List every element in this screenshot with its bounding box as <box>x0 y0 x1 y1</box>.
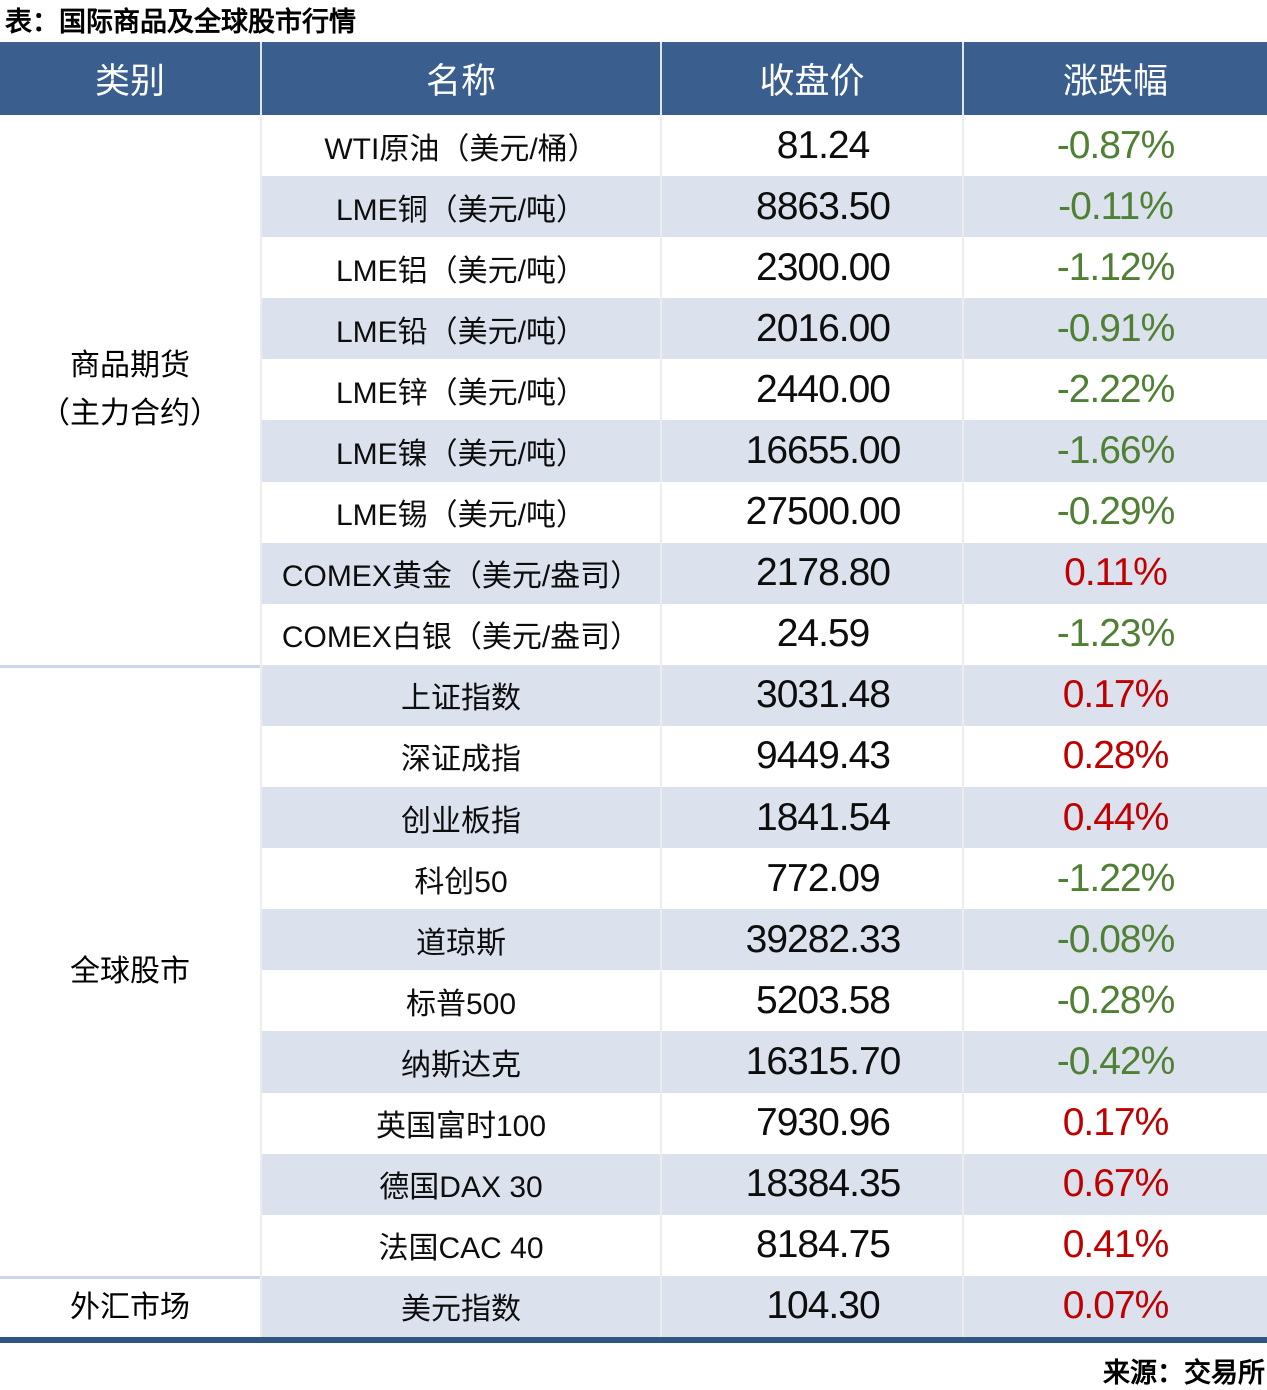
change-percent-cell: -1.12% <box>962 237 1267 299</box>
category-cell: 外汇市场 <box>0 1275 260 1337</box>
close-price-cell: 24.59 <box>660 603 962 665</box>
close-price-cell: 18384.35 <box>660 1153 962 1215</box>
change-percent-cell: -1.22% <box>962 848 1267 910</box>
name-cell: 创业板指 <box>260 787 660 849</box>
name-cell: LME铝（美元/吨） <box>260 237 660 299</box>
change-percent-cell: 0.44% <box>962 787 1267 849</box>
change-percent-cell: 0.28% <box>962 725 1267 788</box>
name-cell: 美元指数 <box>260 1275 660 1337</box>
close-price-cell: 5203.58 <box>660 970 962 1032</box>
col-header-name: 名称 <box>260 42 660 115</box>
close-price-cell: 16315.70 <box>660 1031 962 1093</box>
category-cell: 全球股市 <box>0 664 260 1276</box>
close-price-cell: 39282.33 <box>660 909 962 971</box>
name-cell: 德国DAX 30 <box>260 1153 660 1215</box>
name-cell: WTI原油（美元/桶） <box>260 115 660 177</box>
close-price-cell: 104.30 <box>660 1275 962 1337</box>
close-price-cell: 27500.00 <box>660 481 962 543</box>
change-percent-cell: -0.42% <box>962 1031 1267 1093</box>
close-price-cell: 1841.54 <box>660 787 962 849</box>
name-cell: COMEX黄金（美元/盎司） <box>260 542 660 604</box>
change-percent-cell: -0.08% <box>962 909 1267 971</box>
change-percent-cell: -1.23% <box>962 603 1267 665</box>
col-header-change: 涨跌幅 <box>962 42 1267 115</box>
change-percent-cell: -0.28% <box>962 970 1267 1032</box>
change-percent-cell: -0.29% <box>962 481 1267 543</box>
close-price-cell: 2300.00 <box>660 237 962 299</box>
category-label-line: 外汇市场 <box>70 1290 190 1324</box>
name-cell: LME镍（美元/吨） <box>260 420 660 482</box>
name-cell: 法国CAC 40 <box>260 1214 660 1276</box>
close-price-cell: 16655.00 <box>660 420 962 482</box>
change-percent-cell: 0.41% <box>962 1214 1267 1276</box>
name-cell: 英国富时100 <box>260 1092 660 1154</box>
name-cell: LME锡（美元/吨） <box>260 481 660 543</box>
close-price-cell: 8863.50 <box>660 176 962 238</box>
name-cell: COMEX白银（美元/盎司） <box>260 603 660 665</box>
col-header-category: 类别 <box>0 42 260 115</box>
change-percent-cell: 0.67% <box>962 1153 1267 1215</box>
close-price-cell: 81.24 <box>660 115 962 177</box>
name-cell: LME锌（美元/吨） <box>260 359 660 421</box>
change-percent-cell: 0.11% <box>962 542 1267 604</box>
change-percent-cell: -0.87% <box>962 115 1267 177</box>
name-cell: 上证指数 <box>260 664 660 726</box>
change-percent-cell: -2.22% <box>962 359 1267 421</box>
page-title: 表：国际商品及全球股市行情 <box>5 7 356 37</box>
category-label-line: 商品期货 <box>70 348 190 382</box>
name-cell: 科创50 <box>260 848 660 910</box>
close-price-cell: 2016.00 <box>660 298 962 360</box>
name-cell: 道琼斯 <box>260 909 660 971</box>
name-cell: LME铜（美元/吨） <box>260 176 660 238</box>
close-price-cell: 8184.75 <box>660 1214 962 1276</box>
close-price-cell: 772.09 <box>660 848 962 910</box>
close-price-cell: 7930.96 <box>660 1092 962 1154</box>
change-percent-cell: 0.17% <box>962 664 1267 726</box>
category-label-line: 全球股市 <box>70 954 190 988</box>
name-cell: LME铅（美元/吨） <box>260 298 660 360</box>
name-cell: 深证成指 <box>260 725 660 788</box>
market-table: 类别 名称 收盘价 涨跌幅商品期货 （主力合约） WTI原油（美元/桶） 81.24 -0.8… <box>0 42 1267 1343</box>
category-cell: 商品期货 （主力合约） <box>0 115 260 665</box>
close-price-cell: 2178.80 <box>660 542 962 604</box>
name-cell: 标普500 <box>260 970 660 1032</box>
change-percent-cell: -0.91% <box>962 298 1267 360</box>
close-price-cell: 9449.43 <box>660 725 962 788</box>
change-percent-cell: -0.11% <box>962 176 1267 238</box>
category-label-line: （主力合约） <box>40 396 220 430</box>
change-percent-cell: 0.07% <box>962 1275 1267 1337</box>
close-price-cell: 3031.48 <box>660 664 962 726</box>
change-percent-cell: 0.17% <box>962 1092 1267 1154</box>
name-cell: 纳斯达克 <box>260 1031 660 1093</box>
col-header-close: 收盘价 <box>660 42 962 115</box>
close-price-cell: 2440.00 <box>660 359 962 421</box>
change-percent-cell: -1.66% <box>962 420 1267 482</box>
